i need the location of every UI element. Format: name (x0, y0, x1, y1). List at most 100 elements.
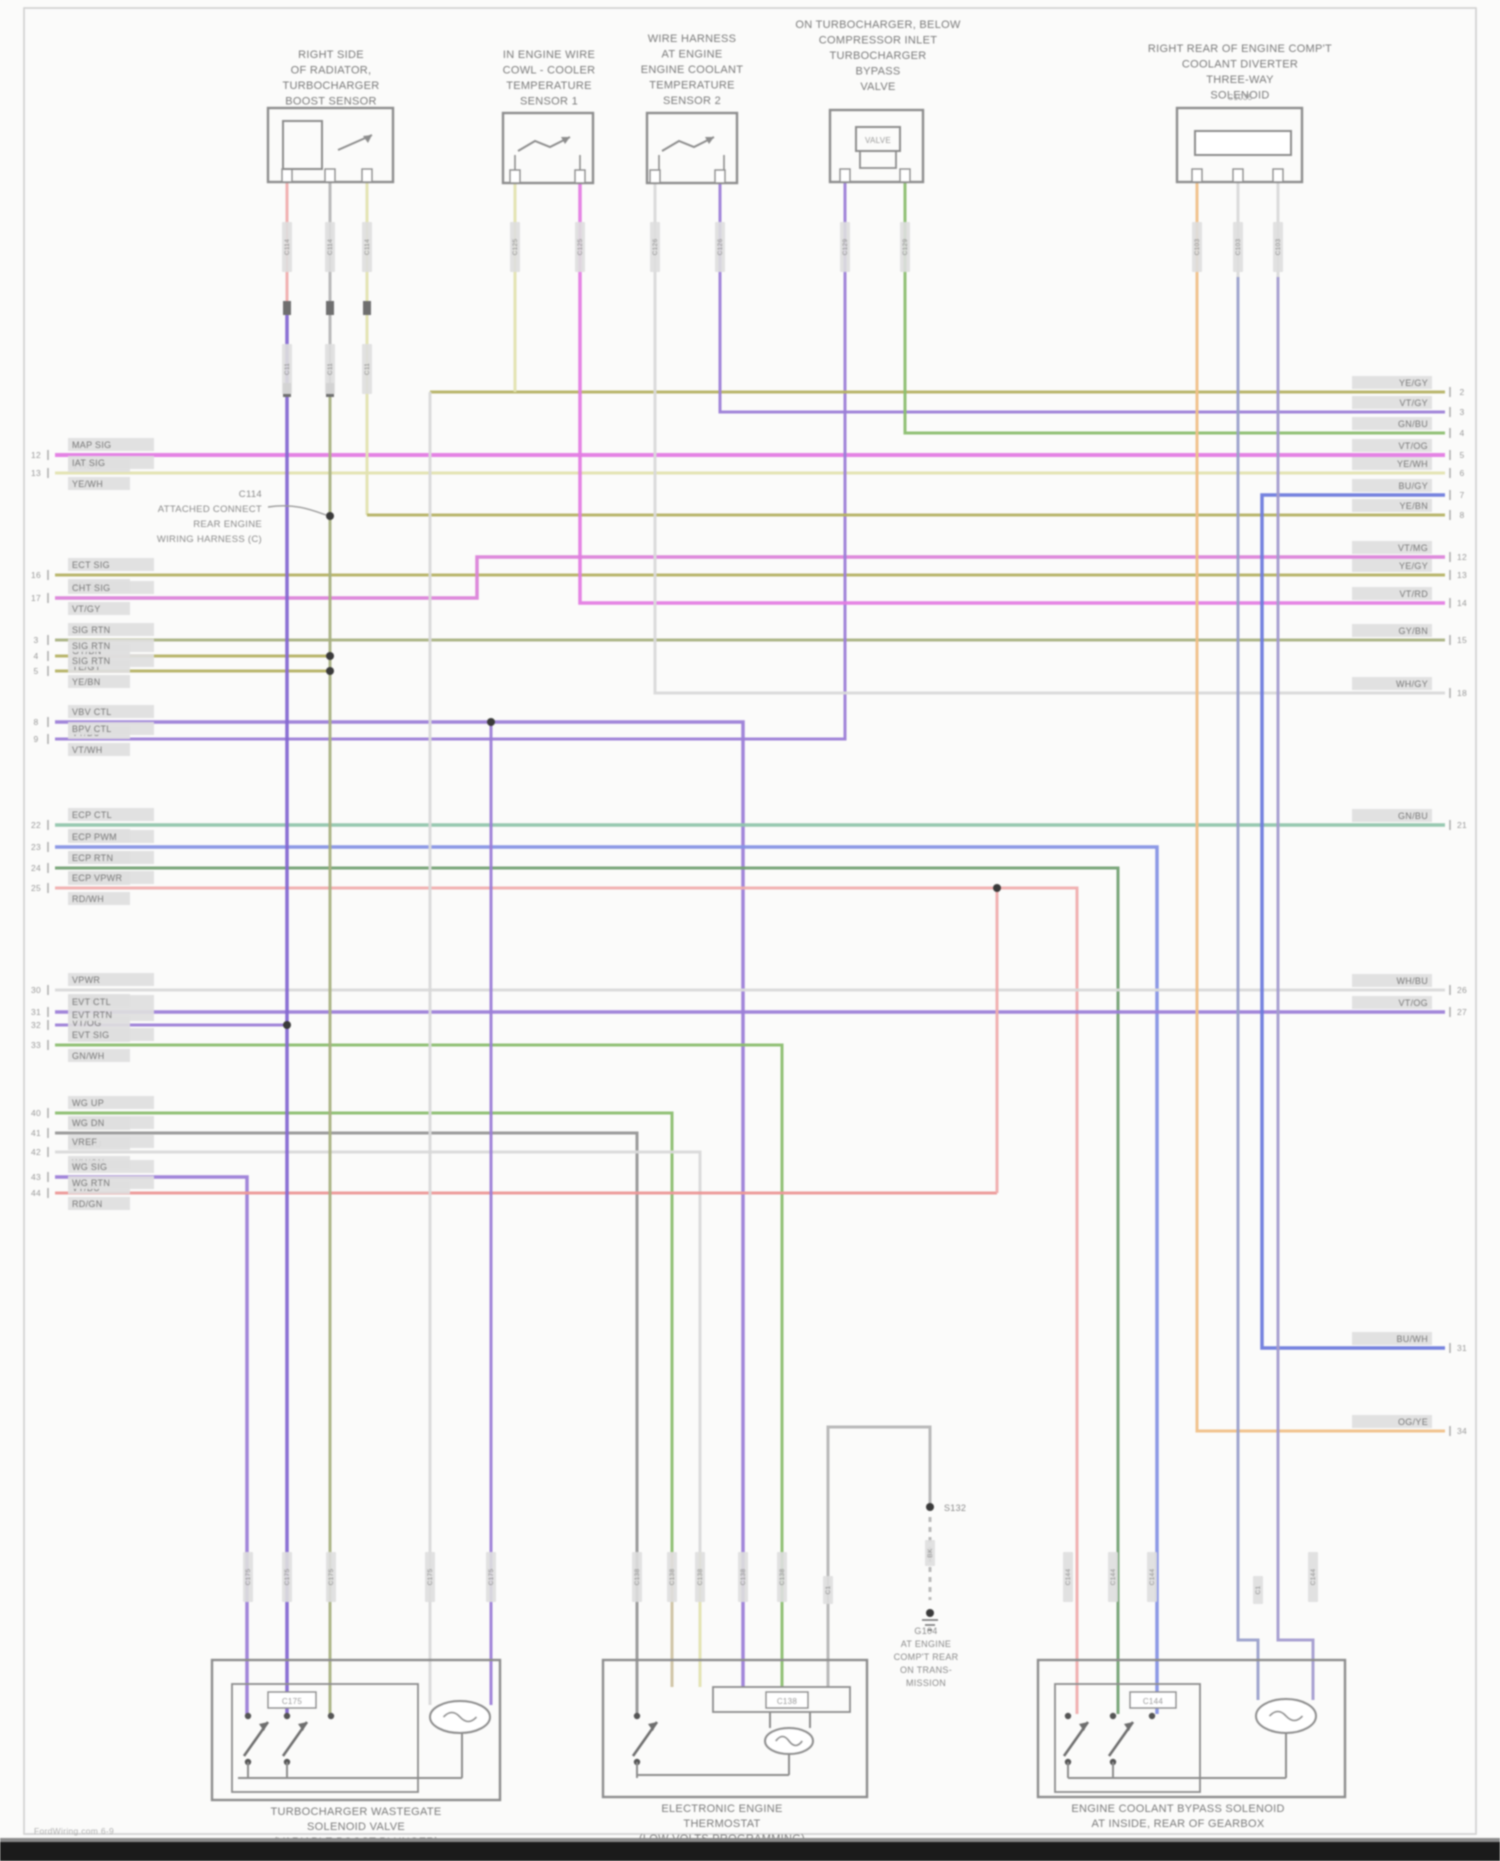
wire-id-tag-text: C138 (779, 1569, 786, 1586)
pin-number: 26 (1457, 985, 1467, 995)
coolant-bypass-solenoid-bus (1068, 1733, 1287, 1779)
wire-id-tag (362, 344, 372, 394)
component-coolant-temp-sensor-2 (645, 111, 739, 185)
wire-id-tag-text: C114 (364, 239, 371, 255)
pin-number: 21 (1457, 820, 1467, 830)
splice-dot (283, 1021, 291, 1029)
splice-tag: S132 (944, 1503, 966, 1513)
wire-id-tag (1192, 222, 1202, 272)
electronic-thermostat-inner-box (712, 1686, 851, 1713)
wire-circuit-label: WG SIG (72, 1162, 107, 1172)
boost-sensor-label: RIGHT SIDE (298, 49, 364, 61)
wire-id-tag (326, 1552, 336, 1602)
note-text: WIRING HARNESS (C) (157, 534, 262, 545)
wire-vbv-ctl (55, 720, 745, 1687)
wire-cht-sig-left (55, 555, 1445, 600)
component-bypass-solenoid-valve (828, 108, 925, 184)
wire-label-box (1352, 396, 1432, 409)
wire-label-box (68, 438, 154, 451)
wire-circuit-label: IAT SIG (72, 458, 105, 468)
pin-number: 8 (1459, 510, 1464, 520)
wire-id-tag (1063, 1552, 1073, 1602)
wastegate-regulator-tag-text: C175 (282, 1697, 303, 1706)
wire-label-box (68, 995, 154, 1008)
pin-number: 12 (1457, 552, 1467, 562)
pin-number: 25 (31, 883, 41, 893)
wire-label-box (68, 743, 130, 756)
coolant-diverter-solenoid-connector-tag: C1035 (1227, 93, 1252, 102)
wire-label-box (68, 639, 154, 652)
wire-label-box (1352, 587, 1432, 600)
wire-id-tag-text: C125 (512, 239, 519, 256)
boost-sensor-label: OF RADIATOR, (291, 65, 372, 77)
coolant-temp-sensor-2-pin (714, 169, 726, 184)
coolant-bypass-solenoid-label: AT INSIDE, REAR OF GEARBOX (1091, 1818, 1264, 1830)
wire-id-tag (823, 1576, 833, 1604)
pin-number: 3 (33, 635, 38, 645)
electronic-thermostat-label: THERMOSTAT (683, 1818, 760, 1830)
wire-label-box (1352, 974, 1432, 987)
boost-sensor-arrowhead (363, 135, 372, 143)
boost-sensor-label: TURBOCHARGER (282, 80, 379, 92)
ground-label: MISSION (906, 1678, 946, 1688)
pin-number: 22 (31, 820, 41, 830)
wire-label-box (68, 1028, 154, 1041)
electronic-thermostat-tag-box (765, 1691, 809, 1709)
pin-number: 14 (1457, 598, 1467, 608)
wire-id-tag (777, 1552, 787, 1602)
pin-number: 33 (31, 1040, 41, 1050)
wire-c5-orange (1195, 180, 1445, 1433)
wire-id-tag-text: C138 (740, 1569, 747, 1586)
wire-id-tag (1233, 222, 1243, 272)
component-electronic-thermostat (601, 1658, 869, 1799)
wire-label-box (68, 1197, 130, 1210)
bottom-bar (0, 1842, 1500, 1861)
pin-number: 5 (33, 666, 38, 676)
ground-label: ON TRANS- (900, 1665, 952, 1675)
wire-id-tag (1253, 1576, 1263, 1604)
coolant-diverter-solenoid-label: COOLANT DIVERTER (1182, 59, 1298, 71)
wire-color-label: VT/GY (72, 604, 101, 614)
wire-color-label: GY/BN (1398, 626, 1428, 636)
bypass-solenoid-valve-label: VALVE (860, 81, 895, 93)
wire-color-label: WH/GY (1396, 679, 1428, 689)
wire-id-tag-text: C11 (284, 363, 291, 375)
wire-label-box (68, 1160, 154, 1173)
coolant-temp-sensor-1-label: SENSOR 1 (520, 96, 578, 108)
electronic-thermostat-label: ELECTRONIC ENGINE (661, 1803, 782, 1815)
wire-id-tag-text: C144 (1110, 1569, 1117, 1586)
pin-number: 9 (33, 734, 38, 744)
wire-id-tag (900, 222, 910, 272)
pin-number: 24 (31, 863, 41, 873)
wire-label-box (1352, 479, 1432, 492)
wire-id-tag-text: C175 (488, 1569, 495, 1586)
wire-id-tag (1147, 1552, 1157, 1602)
wire-label-box (1352, 499, 1432, 512)
wire-id-tag-text: C138 (669, 1569, 676, 1586)
wire-id-tag-text: C126 (717, 239, 724, 256)
pin-number: 30 (31, 985, 41, 995)
wire-label-box (1352, 439, 1432, 452)
wire-circuit-label: EVT CTL (72, 997, 111, 1007)
pin-number: 13 (1457, 570, 1467, 580)
coolant-temp-sensor-1-box (501, 111, 595, 185)
wire-label-box (68, 623, 154, 636)
wire-label-box (68, 1176, 154, 1189)
wire-id-tag-text: C103 (1275, 239, 1282, 256)
wire-color-label: OG/YE (1398, 1417, 1428, 1427)
coolant-diverter-solenoid-label: THREE-WAY (1206, 74, 1274, 86)
wire-color-label: VT/OG (72, 1018, 102, 1028)
coolant-temp-sensor-1-element (517, 136, 571, 152)
coolant-bypass-solenoid-inner-box (1054, 1683, 1201, 1793)
wire-id-tag-text: C138 (634, 1569, 641, 1586)
wastegate-regulator-switch-arrow (298, 1722, 307, 1731)
pin-number: 3 (1459, 407, 1464, 417)
wire-c5-right-run (1276, 277, 1315, 1700)
coolant-temp-sensor-1-label: COWL - COOLER (503, 65, 596, 77)
electronic-thermostat-box (601, 1658, 869, 1799)
electronic-thermostat-bus (637, 1754, 790, 1776)
ground-label: G104 (914, 1626, 937, 1636)
wastegate-regulator-label: TURBOCHARGER WASTEGATE (271, 1806, 442, 1818)
